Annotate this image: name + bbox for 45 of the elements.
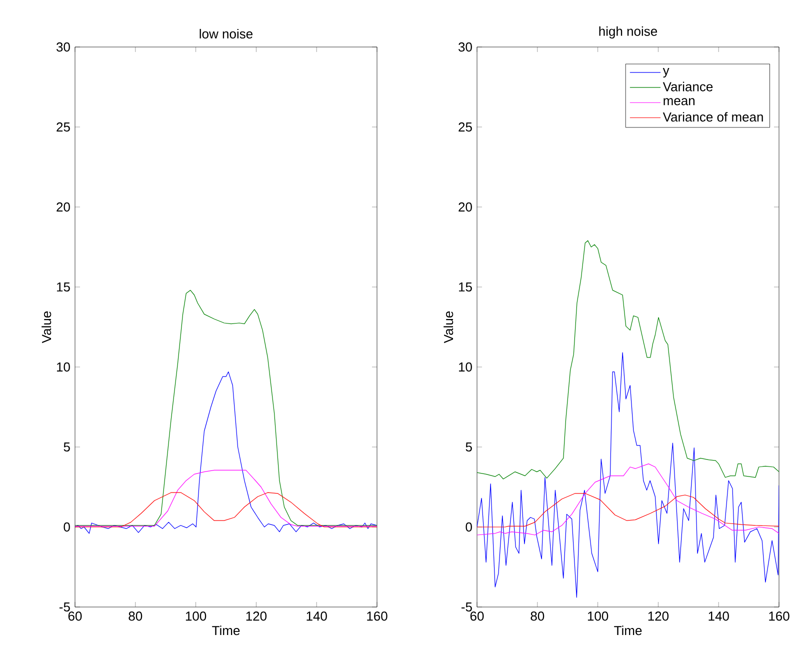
legend-label: Variance [662,82,713,92]
legend-label: mean [664,98,695,106]
chart-title: low noise [200,28,253,38]
legend-label: Variance of mean [662,112,763,122]
x-tick-label: 80 [128,612,142,621]
line-series [477,352,780,598]
x-tick-label: 160 [367,612,388,621]
line-series [75,290,378,526]
x-axis-title: Time [614,626,642,636]
y-tick-label: 25 [458,122,472,132]
line-series [477,464,780,536]
x-tick-label: 120 [648,612,669,621]
y-axis-title: Value [42,311,52,344]
line-series [477,493,780,528]
x-tick-label: 60 [68,612,82,621]
y-tick-label: 15 [459,282,472,292]
y-tick-label: 15 [56,282,70,292]
x-tick-label: 60 [470,612,484,621]
x-tick-label: 100 [588,612,608,621]
x-tick-label: 100 [186,612,206,621]
line-series [477,240,780,480]
y-tick-label: 10 [459,362,472,372]
y-tick-label: -5 [461,602,472,612]
line-series [75,492,378,528]
y-tick-label: 20 [458,202,472,212]
x-tick-label: 140 [306,612,327,621]
line-series [75,470,378,526]
x-tick-label: 160 [769,612,790,621]
x-tick-label: 80 [530,612,544,621]
y-tick-label: -5 [59,602,70,612]
chart-title: high noise [599,26,658,38]
x-tick-label: 140 [708,612,729,621]
x-tick-label: 120 [246,612,267,621]
y-tick-label: 30 [56,42,70,52]
y-tick-label: 20 [56,202,70,212]
y-tick-label: 10 [56,362,70,372]
x-axis-title: Time [212,626,240,636]
y-tick-label: 5 [466,442,472,452]
y-tick-label: 30 [458,42,472,52]
y-tick-label: 0 [64,522,70,532]
legend-label: y [662,68,670,78]
y-axis-title: Value [444,311,454,344]
y-tick-label: 25 [56,122,70,132]
y-tick-label: 5 [64,442,70,452]
y-tick-label: 0 [466,522,472,532]
